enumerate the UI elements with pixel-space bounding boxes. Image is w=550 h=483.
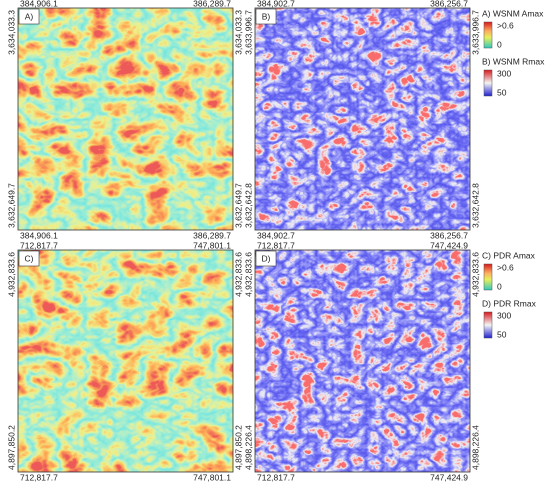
legend-title: C) PDR Amax — [482, 250, 536, 260]
map-raster — [255, 8, 470, 230]
panel-label-box — [18, 8, 40, 25]
map-raster — [18, 8, 233, 230]
colorbar-min: 50 — [497, 87, 507, 97]
coord-bottom-right: 747,801.1 — [193, 472, 231, 482]
coord-top-right: 747,424.9 — [430, 240, 468, 250]
coord-left-bottom: 4,898,226.4 — [243, 425, 253, 470]
colorbar-max: 300 — [497, 310, 511, 320]
colorbar-max: 300 — [497, 68, 511, 78]
map-raster — [255, 250, 470, 472]
map-frame — [254, 7, 471, 231]
coord-top-right: 386,289.7 — [193, 0, 231, 8]
coord-top-left: 384,902.7 — [257, 0, 295, 8]
coord-right-bottom: 4,898,226.4 — [470, 425, 480, 470]
map-frame — [17, 7, 234, 231]
map-frame — [254, 249, 471, 473]
coord-bottom-left: 712,817.7 — [20, 472, 58, 482]
coord-left-top: 4,932,833.6 — [243, 252, 253, 297]
coord-bottom-left: 384,906.1 — [20, 230, 58, 240]
coord-left-top: 3,633,996.7 — [243, 10, 253, 55]
coord-top-right: 386,256.7 — [430, 0, 468, 8]
colorbar — [483, 21, 493, 49]
coord-top-left: 712,817.7 — [257, 240, 295, 250]
coord-bottom-right: 747,424.9 — [430, 472, 468, 482]
colorbar — [483, 311, 493, 339]
coord-top-left: 712,817.7 — [20, 240, 58, 250]
coord-bottom-right: 386,256.7 — [430, 230, 468, 240]
coord-right-top: 3,634,033.3 — [233, 10, 243, 55]
colorbar-min: 0 — [497, 281, 502, 291]
coord-left-bottom: 3,632,649.7 — [6, 183, 16, 228]
coord-left-top: 3,634,033.3 — [6, 10, 16, 55]
colorbar-min: 50 — [497, 329, 507, 339]
coord-bottom-left: 384,902.7 — [257, 230, 295, 240]
colorbar-max: >0.6 — [497, 262, 514, 272]
coord-left-bottom: 4,897,850.2 — [6, 425, 16, 470]
legend-title: D) PDR Rmax — [482, 298, 537, 308]
panel-label: A) — [25, 11, 34, 21]
map-raster — [18, 250, 233, 472]
coord-left-top: 4,932,833.6 — [6, 252, 16, 297]
colorbar-max: >0.6 — [497, 20, 514, 30]
legend-title: A) WSNM Amax — [482, 8, 544, 18]
coord-top-left: 384,906.1 — [20, 0, 58, 8]
coord-right-top: 4,932,833.6 — [470, 252, 480, 297]
coord-right-bottom: 4,897,850.2 — [233, 425, 243, 470]
panel-label: B) — [262, 11, 271, 21]
colorbar-min: 0 — [497, 39, 502, 49]
coord-top-right: 747,801.1 — [193, 240, 231, 250]
panel-label-box — [18, 250, 40, 267]
coord-right-bottom: 3,632,642.8 — [470, 183, 480, 228]
panel-label: D) — [262, 253, 271, 263]
coord-left-bottom: 3,632,642.8 — [243, 183, 253, 228]
coord-right-top: 4,932,833.6 — [233, 252, 243, 297]
coord-bottom-right: 386,289.7 — [193, 230, 231, 240]
colorbar — [483, 69, 493, 97]
panel-label-box — [255, 250, 277, 267]
map-frame — [17, 249, 234, 473]
panel-label-box — [255, 8, 277, 25]
coord-bottom-left: 712,817.7 — [257, 472, 295, 482]
coord-right-top: 3,633,996.7 — [470, 10, 480, 55]
panel-label: C) — [25, 253, 34, 263]
coord-right-bottom: 3,632,649.7 — [233, 183, 243, 228]
legend-title: B) WSNM Rmax — [482, 56, 545, 66]
colorbar — [483, 263, 493, 291]
